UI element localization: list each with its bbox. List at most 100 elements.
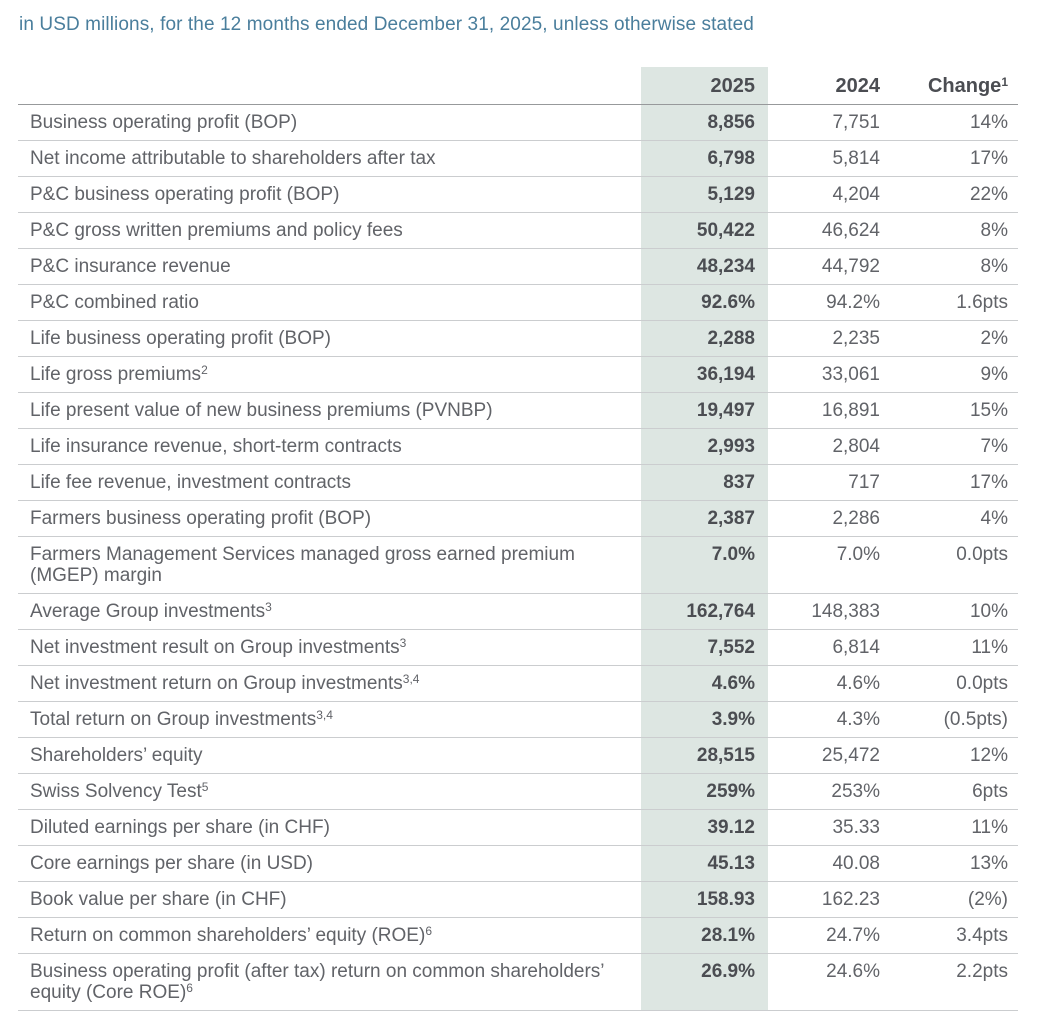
- table-row: P&C insurance revenue 48,234 44,792 8%: [18, 248, 1018, 285]
- table-row: Life business operating profit (BOP) 2,2…: [18, 320, 1018, 357]
- value-change: 4%: [893, 500, 1018, 537]
- table-row: Farmers Management Services managed gros…: [18, 536, 1018, 594]
- value-2025: 28,515: [641, 737, 768, 774]
- metric-label-text: Swiss Solvency Test: [30, 781, 202, 802]
- value-2025: 5,129: [641, 176, 768, 213]
- table-row: Swiss Solvency Test5 259% 253% 6pts: [18, 773, 1018, 810]
- footnote-marker: 2: [201, 363, 208, 377]
- metric-label: Return on common shareholders’ equity (R…: [18, 917, 641, 954]
- financial-highlights-table: 2025 2024 Change1 Business operating pro…: [18, 67, 1018, 1011]
- metric-label: Life gross premiums2: [18, 356, 641, 393]
- value-2024: 24.7%: [768, 917, 893, 954]
- value-change: 2%: [893, 320, 1018, 357]
- metric-label-text: Core earnings per share (in USD): [30, 853, 314, 874]
- table-row: P&C business operating profit (BOP) 5,12…: [18, 176, 1018, 213]
- metric-label-text: Farmers business operating profit (BOP): [30, 508, 372, 529]
- value-change: 15%: [893, 392, 1018, 429]
- value-2025: 48,234: [641, 248, 768, 285]
- table-row: Life insurance revenue, short-term contr…: [18, 428, 1018, 465]
- value-2024: 2,235: [768, 320, 893, 357]
- metric-label-text: P&C gross written premiums and policy fe…: [30, 220, 403, 241]
- value-change: 0.0pts: [893, 536, 1018, 594]
- value-2025: 3.9%: [641, 701, 768, 738]
- value-change: 7%: [893, 428, 1018, 465]
- table-row: Net investment result on Group investmen…: [18, 629, 1018, 666]
- value-2024: 44,792: [768, 248, 893, 285]
- metric-label: Total return on Group investments3,4: [18, 701, 641, 738]
- table-row: Net income attributable to shareholders …: [18, 140, 1018, 177]
- metric-label-text: Business operating profit (BOP): [30, 112, 298, 133]
- metric-label: Life insurance revenue, short-term contr…: [18, 428, 641, 465]
- value-2025: 6,798: [641, 140, 768, 177]
- value-2024: 16,891: [768, 392, 893, 429]
- table-row: Net investment return on Group investmen…: [18, 665, 1018, 702]
- header-change-column: Change1: [893, 67, 1018, 105]
- metric-label-text: Net income attributable to shareholders …: [30, 148, 436, 169]
- footnote-marker: 3: [265, 600, 272, 614]
- metric-label: Farmers business operating profit (BOP): [18, 500, 641, 537]
- metric-label: Life present value of new business premi…: [18, 392, 641, 429]
- metric-label-text: Net investment return on Group investmen…: [30, 673, 403, 694]
- metric-label: Business operating profit (after tax) re…: [18, 953, 641, 1011]
- value-2024: 94.2%: [768, 284, 893, 321]
- value-change: 6pts: [893, 773, 1018, 810]
- value-2025: 158.93: [641, 881, 768, 918]
- value-2024: 35.33: [768, 809, 893, 846]
- footnote-marker: 3: [399, 636, 407, 650]
- metric-label-text: Life gross premiums: [30, 364, 202, 385]
- header-change-footnote-marker: 1: [1001, 75, 1008, 89]
- metric-label: Business operating profit (BOP): [18, 104, 641, 141]
- value-2025: 4.6%: [641, 665, 768, 702]
- table-row: P&C combined ratio 92.6% 94.2% 1.6pts: [18, 284, 1018, 321]
- value-change: 22%: [893, 176, 1018, 213]
- value-2024: 2,804: [768, 428, 893, 465]
- metric-label-text: Diluted earnings per share (in CHF): [30, 817, 330, 838]
- value-2024: 4.6%: [768, 665, 893, 702]
- value-2024: 46,624: [768, 212, 893, 249]
- table-row: Book value per share (in CHF) 158.93 162…: [18, 881, 1018, 918]
- metric-label: P&C combined ratio: [18, 284, 641, 321]
- table-row: Total return on Group investments3,4 3.9…: [18, 701, 1018, 738]
- value-2025: 259%: [641, 773, 768, 810]
- metric-label: Life business operating profit (BOP): [18, 320, 641, 357]
- value-2025: 45.13: [641, 845, 768, 882]
- metric-label-text: Shareholders’ equity: [30, 745, 203, 766]
- value-2025: 2,993: [641, 428, 768, 465]
- footnote-marker: 3,4: [402, 672, 420, 686]
- table-row: Diluted earnings per share (in CHF) 39.1…: [18, 809, 1018, 846]
- metric-label-text: Net investment result on Group investmen…: [30, 637, 400, 658]
- value-2025: 92.6%: [641, 284, 768, 321]
- value-change: (2%): [893, 881, 1018, 918]
- value-change: 14%: [893, 104, 1018, 141]
- metric-label-text: P&C insurance revenue: [30, 256, 231, 277]
- metric-label: Swiss Solvency Test5: [18, 773, 641, 810]
- header-2025-column: 2025: [641, 67, 768, 105]
- table-row: Average Group investments3 162,764 148,3…: [18, 593, 1018, 630]
- metric-label-text: Business operating profit (after tax) re…: [30, 961, 604, 1003]
- table-row: Business operating profit (after tax) re…: [18, 953, 1018, 1011]
- value-2025: 7.0%: [641, 536, 768, 594]
- footnote-marker: 6: [425, 924, 432, 938]
- value-2024: 4,204: [768, 176, 893, 213]
- metric-label: Net investment return on Group investmen…: [18, 665, 641, 702]
- table-body: Business operating profit (BOP) 8,856 7,…: [18, 104, 1018, 1011]
- header-2024-column: 2024: [768, 67, 893, 105]
- table-row: Life present value of new business premi…: [18, 392, 1018, 429]
- metric-label: Average Group investments3: [18, 593, 641, 630]
- metric-label-text: Total return on Group investments: [30, 709, 317, 730]
- metric-label: Net investment result on Group investmen…: [18, 629, 641, 666]
- table-row: Business operating profit (BOP) 8,856 7,…: [18, 104, 1018, 141]
- value-change: 0.0pts: [893, 665, 1018, 702]
- metric-label: Farmers Management Services managed gros…: [18, 536, 641, 594]
- value-2025: 39.12: [641, 809, 768, 846]
- table-row: Life fee revenue, investment contracts 8…: [18, 464, 1018, 501]
- value-2024: 7,751: [768, 104, 893, 141]
- value-2025: 26.9%: [641, 953, 768, 1011]
- value-change: 9%: [893, 356, 1018, 393]
- value-2024: 40.08: [768, 845, 893, 882]
- metric-label-text: Return on common shareholders’ equity (R…: [30, 925, 426, 946]
- metric-label-text: P&C business operating profit (BOP): [30, 184, 340, 205]
- value-2024: 6,814: [768, 629, 893, 666]
- value-2024: 25,472: [768, 737, 893, 774]
